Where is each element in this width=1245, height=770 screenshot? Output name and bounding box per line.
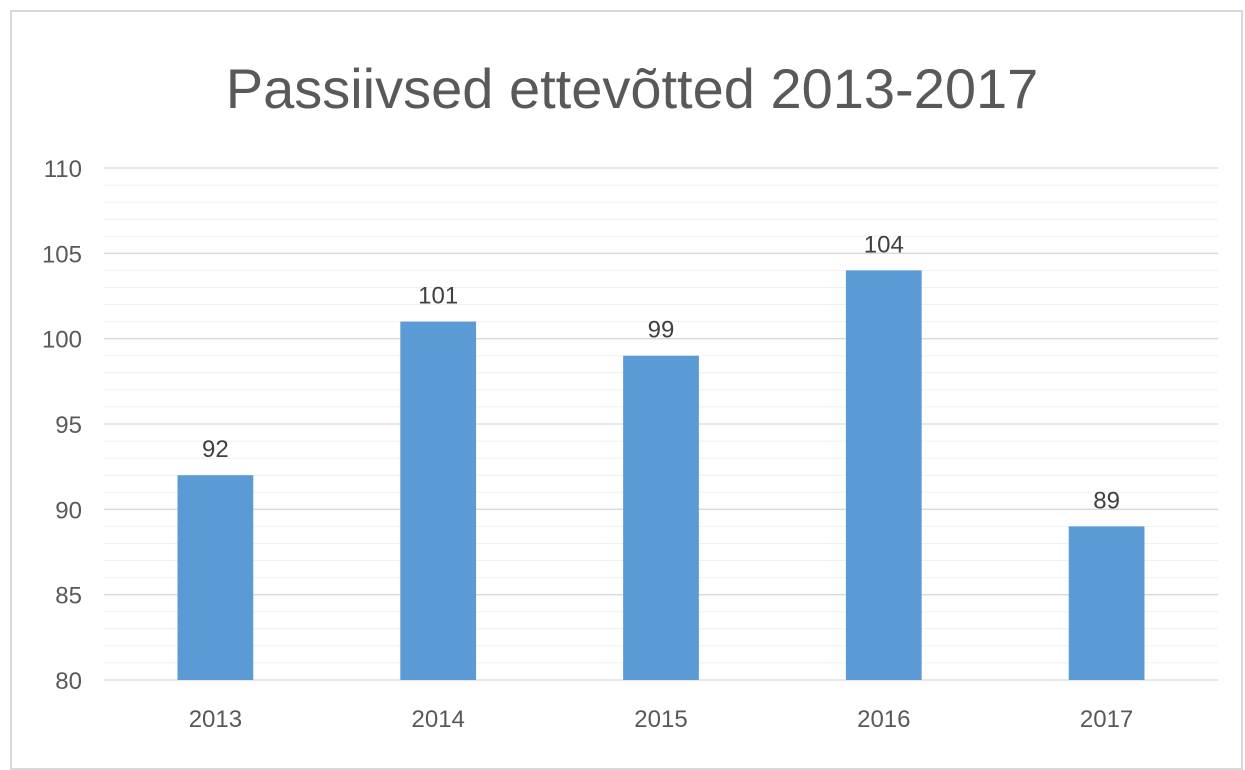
y-tick-label: 90 <box>55 497 82 524</box>
data-label-2014: 101 <box>418 283 458 310</box>
bar-2015 <box>623 355 699 680</box>
bar-2016 <box>845 270 922 680</box>
y-tick-label: 85 <box>55 583 82 610</box>
bar-chart: Passiivsed ettevõtted 2013-2017 80 85 90 95… <box>42 57 1218 733</box>
x-axis-ticks: 2013 2014 2015 2016 2017 <box>189 706 1134 733</box>
data-labels: 92 101 99 104 89 <box>202 231 1120 514</box>
y-tick-label: 100 <box>42 327 82 354</box>
bar-2013 <box>177 475 254 680</box>
bar-2014 <box>400 321 477 680</box>
y-tick-label: 110 <box>44 156 82 183</box>
x-tick-label-2014: 2014 <box>412 706 465 733</box>
y-axis-ticks: 80 85 90 95 100 105 110 <box>42 156 82 695</box>
y-tick-label: 105 <box>42 241 82 268</box>
chart-title: Passiivsed ettevõtted 2013-2017 <box>226 57 1039 120</box>
x-tick-label-2016: 2016 <box>857 706 910 733</box>
y-tick-label: 95 <box>55 412 82 439</box>
bar-2017 <box>1068 526 1145 680</box>
bars <box>177 270 1145 680</box>
y-tick-label: 80 <box>55 668 82 695</box>
data-label-2015: 99 <box>648 317 675 344</box>
x-tick-label-2015: 2015 <box>634 706 687 733</box>
x-tick-label-2017: 2017 <box>1080 706 1133 733</box>
x-tick-label-2013: 2013 <box>189 706 242 733</box>
data-label-2016: 104 <box>864 231 904 258</box>
data-label-2017: 89 <box>1093 487 1120 514</box>
data-label-2013: 92 <box>202 436 229 463</box>
